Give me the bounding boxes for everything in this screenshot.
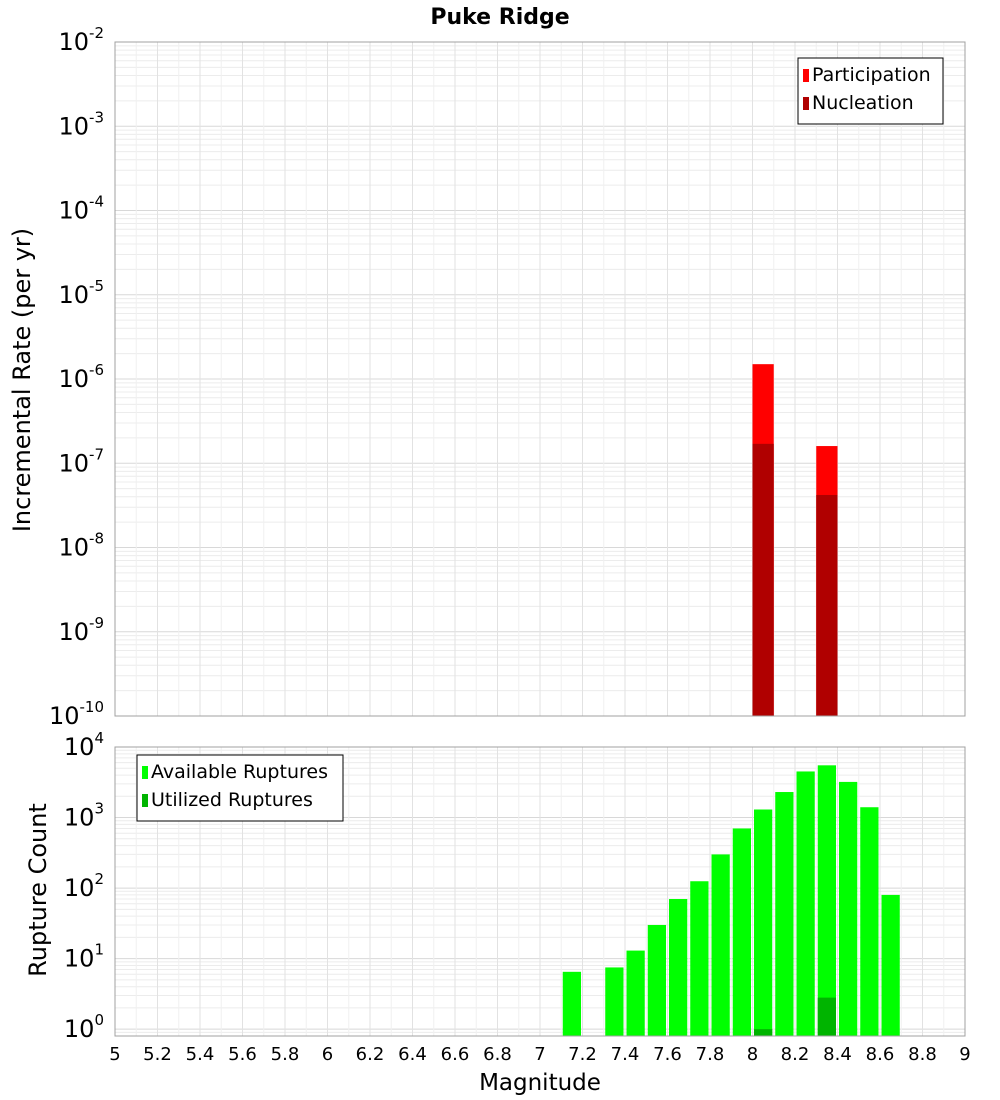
y-tick-label: 100 (64, 1011, 104, 1043)
bar-available-ruptures (562, 971, 581, 1036)
bar-utilized-ruptures (754, 1029, 773, 1036)
bar-available-ruptures (605, 967, 624, 1036)
legend-label: Participation (812, 64, 931, 86)
legend-swatch (803, 97, 809, 110)
legend: Participation Nucleation (797, 57, 944, 125)
rate-plot-area: 10-10 10-9 10-8 10-7 10-6 10-5 10-4 10-3 10-2 Par… (49, 24, 966, 730)
x-tick-label: 8.4 (823, 1044, 852, 1065)
x-tick-label: 7.4 (611, 1044, 640, 1065)
x-tick-label: 5.2 (143, 1044, 172, 1065)
bar-available-ruptures (817, 765, 836, 1036)
y-tick-label: 10-7 (58, 445, 104, 477)
plot-frame (114, 746, 966, 1037)
x-tick-label: 5 (109, 1044, 120, 1065)
x-tick-label: 6 (322, 1044, 333, 1065)
chart-title: Puke Ridge (430, 5, 569, 30)
x-tick-label: 8.6 (866, 1044, 895, 1065)
legend: Available Ruptures Utilized Ruptures (136, 754, 344, 822)
y-tick-label: 10-6 (58, 361, 104, 393)
legend-label: Utilized Ruptures (151, 789, 313, 811)
bar-nucleation (816, 494, 838, 716)
bar-utilized-ruptures (817, 997, 836, 1036)
bar-available-ruptures (690, 881, 709, 1036)
bar-available-ruptures (626, 950, 645, 1036)
y-tick-label: 10-5 (58, 277, 104, 309)
legend-label: Nucleation (812, 92, 914, 114)
top-y-axis-label: Incremental Rate (per yr) (8, 228, 36, 532)
x-tick-label: 5.8 (271, 1044, 300, 1065)
bar-available-ruptures (775, 792, 794, 1036)
x-tick-label: 7.6 (653, 1044, 682, 1065)
legend-swatch (142, 794, 148, 807)
y-tick-label: 102 (64, 870, 104, 902)
bar-available-ruptures (732, 828, 751, 1036)
y-tick-label: 103 (64, 800, 104, 832)
bar-available-ruptures (839, 781, 858, 1036)
bar-available-ruptures (669, 899, 688, 1036)
legend-box (797, 57, 944, 125)
x-tick-label: 6.8 (483, 1044, 512, 1065)
y-tick-label: 10-4 (58, 193, 104, 225)
y-tick-label: 10-10 (49, 698, 104, 730)
bar-available-ruptures (754, 809, 773, 1036)
bar-available-ruptures (860, 807, 879, 1036)
x-tick-label: 9 (959, 1044, 970, 1065)
legend-label: Available Ruptures (151, 761, 328, 783)
y-tick-label: 10-3 (58, 108, 104, 140)
y-tick-label: 104 (64, 729, 104, 761)
legend-swatch (803, 69, 809, 82)
plot-frame (114, 41, 966, 717)
y-tick-label: 10-2 (58, 24, 104, 56)
y-tick-label: 10-8 (58, 530, 104, 562)
x-tick-label: 6.4 (398, 1044, 427, 1065)
x-tick-label: 6.6 (441, 1044, 470, 1065)
x-tick-label: 7 (534, 1044, 545, 1065)
bar-available-ruptures (647, 924, 666, 1036)
x-tick-label: 7.8 (696, 1044, 725, 1065)
x-tick-label: 8.2 (781, 1044, 810, 1065)
bar-available-ruptures (881, 894, 900, 1036)
x-tick-label: 5.4 (186, 1044, 215, 1065)
x-tick-label: 8 (747, 1044, 758, 1065)
y-tick-label: 10-9 (58, 614, 104, 646)
x-tick-label: 8.8 (908, 1044, 937, 1065)
x-tick-label: 5.6 (228, 1044, 257, 1065)
x-tick-label: 6.2 (356, 1044, 385, 1065)
bar-available-ruptures (711, 854, 730, 1036)
legend-box (136, 754, 344, 822)
x-tick-label: 7.2 (568, 1044, 597, 1065)
bar-nucleation (752, 443, 774, 716)
bar-available-ruptures (796, 771, 815, 1036)
legend-swatch (142, 766, 148, 779)
bottom-y-axis-label: Rupture Count (24, 803, 52, 977)
y-tick-label: 101 (64, 941, 104, 973)
count-plot-area: 100 101 102 103 104 5 5.2 5.4 5.6 5.8 6 6.2 6.4 6.6 6.… (64, 729, 971, 1065)
x-axis-label: Magnitude (479, 1070, 601, 1096)
